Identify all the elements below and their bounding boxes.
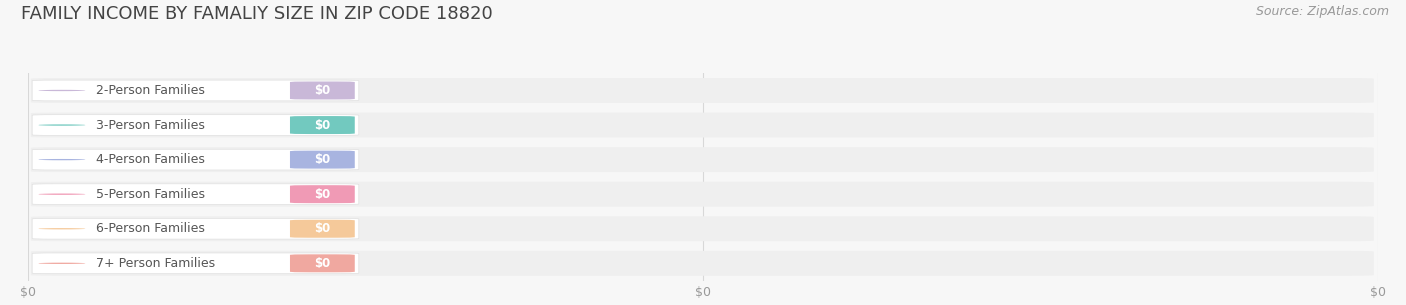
FancyBboxPatch shape bbox=[290, 220, 354, 238]
Text: FAMILY INCOME BY FAMALIY SIZE IN ZIP CODE 18820: FAMILY INCOME BY FAMALIY SIZE IN ZIP COD… bbox=[21, 5, 494, 23]
FancyBboxPatch shape bbox=[31, 182, 1374, 206]
FancyBboxPatch shape bbox=[31, 216, 1374, 241]
FancyBboxPatch shape bbox=[31, 78, 1374, 103]
Text: $0: $0 bbox=[315, 257, 330, 270]
FancyBboxPatch shape bbox=[290, 185, 354, 203]
FancyBboxPatch shape bbox=[290, 151, 354, 169]
Ellipse shape bbox=[38, 263, 86, 264]
Text: 2-Person Families: 2-Person Families bbox=[96, 84, 204, 97]
Text: $0: $0 bbox=[315, 153, 330, 166]
Text: $0: $0 bbox=[315, 188, 330, 201]
FancyBboxPatch shape bbox=[290, 81, 354, 99]
Text: Source: ZipAtlas.com: Source: ZipAtlas.com bbox=[1256, 5, 1389, 18]
FancyBboxPatch shape bbox=[31, 251, 1374, 276]
FancyBboxPatch shape bbox=[31, 113, 1374, 138]
Text: $0: $0 bbox=[315, 119, 330, 131]
Ellipse shape bbox=[38, 90, 86, 91]
FancyBboxPatch shape bbox=[32, 149, 359, 170]
Ellipse shape bbox=[38, 159, 86, 160]
Text: 6-Person Families: 6-Person Families bbox=[96, 222, 204, 235]
Text: $0: $0 bbox=[315, 84, 330, 97]
FancyBboxPatch shape bbox=[32, 218, 359, 239]
Ellipse shape bbox=[38, 228, 86, 229]
FancyBboxPatch shape bbox=[32, 253, 359, 274]
Text: 5-Person Families: 5-Person Families bbox=[96, 188, 205, 201]
Text: $0: $0 bbox=[315, 222, 330, 235]
FancyBboxPatch shape bbox=[32, 115, 359, 135]
FancyBboxPatch shape bbox=[31, 147, 1374, 172]
FancyBboxPatch shape bbox=[32, 184, 359, 205]
Text: 7+ Person Families: 7+ Person Families bbox=[96, 257, 215, 270]
Text: 4-Person Families: 4-Person Families bbox=[96, 153, 204, 166]
FancyBboxPatch shape bbox=[290, 254, 354, 272]
FancyBboxPatch shape bbox=[32, 80, 359, 101]
FancyBboxPatch shape bbox=[290, 116, 354, 134]
Text: 3-Person Families: 3-Person Families bbox=[96, 119, 204, 131]
Ellipse shape bbox=[38, 194, 86, 195]
Ellipse shape bbox=[38, 124, 86, 126]
